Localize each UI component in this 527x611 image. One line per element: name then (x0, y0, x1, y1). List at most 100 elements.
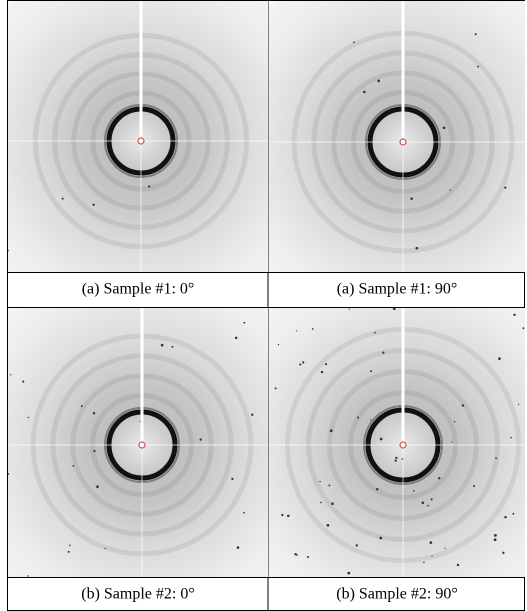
speckle (412, 489, 415, 492)
speckle (442, 126, 446, 130)
speckle (353, 41, 355, 44)
speckle (477, 65, 479, 68)
speckle (8, 473, 10, 475)
speckle (160, 343, 164, 347)
speckle (444, 547, 446, 549)
speckle (379, 437, 383, 441)
speckle (231, 477, 234, 480)
speckle (92, 203, 95, 207)
speckle (394, 459, 397, 462)
speckle (331, 502, 334, 506)
speckle (93, 449, 96, 453)
speckle (274, 387, 277, 390)
speckle (96, 485, 99, 489)
speckle (27, 575, 30, 577)
speckle (510, 436, 512, 439)
speckle (453, 420, 456, 423)
speckle (69, 544, 71, 547)
speckle (369, 419, 372, 421)
speckle (502, 551, 505, 554)
speckle (329, 429, 333, 433)
speckle (67, 550, 70, 553)
speckle (449, 189, 451, 191)
speckle (456, 563, 460, 567)
speckle (504, 186, 507, 189)
beam-center (138, 441, 146, 449)
speckle (495, 457, 497, 460)
speckle (430, 498, 433, 501)
beam-stop (401, 308, 405, 445)
beam-center (399, 441, 407, 449)
speckle (513, 313, 516, 316)
speckle (299, 363, 302, 366)
speckle (438, 477, 441, 480)
speckle (328, 484, 331, 487)
speckle (296, 330, 298, 332)
speckle (294, 553, 297, 556)
speckle (395, 456, 398, 460)
speckle (427, 504, 429, 507)
speckle (493, 538, 497, 542)
speckle (392, 308, 396, 311)
speckle (307, 555, 310, 558)
speckle (382, 351, 385, 354)
speckle (357, 416, 360, 419)
speckle (319, 480, 321, 483)
speckle (522, 327, 525, 330)
speckle (451, 441, 453, 443)
speckle (27, 416, 29, 419)
speckle (347, 571, 351, 575)
speckle (512, 512, 515, 515)
speckle (429, 541, 433, 544)
speckle (251, 413, 254, 416)
diffraction-image (8, 308, 268, 577)
speckle (311, 328, 314, 330)
beam-center (399, 138, 407, 146)
speckle (22, 380, 25, 383)
caption: (a) Sample #1: 0° (82, 281, 195, 298)
speckle (374, 331, 376, 334)
speckle (494, 533, 497, 537)
speckle (92, 412, 96, 415)
beam-stop (140, 308, 144, 445)
beam-center (137, 137, 145, 145)
speckle (517, 403, 520, 405)
caption: (b) Sample #2: 90° (336, 586, 458, 603)
speckle (326, 523, 330, 527)
speckle (10, 374, 12, 376)
speckle (431, 555, 433, 557)
speckle (348, 308, 351, 310)
speckle (370, 370, 372, 373)
speckle (474, 33, 477, 36)
caption: (a) Sample #1: 90° (337, 281, 458, 298)
speckle (320, 501, 322, 504)
speckle (243, 321, 246, 324)
speckle (236, 546, 240, 549)
speckle (199, 438, 202, 441)
speckle (472, 484, 476, 488)
speckle (324, 363, 328, 366)
speckle (415, 246, 419, 250)
speckle (410, 197, 413, 200)
speckle (287, 514, 290, 518)
speckle (104, 547, 106, 550)
beam-stop (401, 1, 405, 142)
speckle (355, 544, 358, 547)
speckle (377, 79, 381, 83)
speckle (234, 336, 238, 340)
speckle (504, 515, 507, 519)
speckle (379, 536, 383, 540)
speckle (80, 405, 83, 407)
diffraction-image (269, 308, 525, 577)
speckle (72, 464, 75, 467)
speckle (461, 404, 465, 407)
speckle (433, 456, 436, 459)
speckle (498, 357, 501, 360)
speckle (421, 501, 425, 505)
speckle (277, 343, 280, 346)
speckle (171, 345, 174, 348)
caption: (b) Sample #2: 0° (81, 586, 195, 603)
speckle (302, 361, 305, 364)
speckle (148, 185, 151, 188)
